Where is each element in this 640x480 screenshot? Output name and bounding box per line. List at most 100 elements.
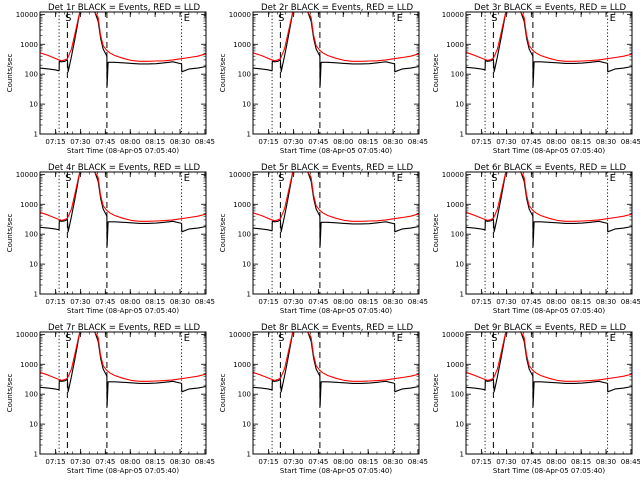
y-tick-label: 10 [455, 101, 464, 109]
end-marker-label: E [610, 333, 616, 344]
y-tick-label: 10000 [442, 331, 464, 339]
x-tick-label: 08:45 [408, 138, 428, 146]
x-tick-label: 08:45 [195, 458, 215, 466]
y-tick-label: 10 [242, 421, 251, 429]
plot-frame [465, 331, 633, 455]
x-tick-label: 07:30 [70, 138, 90, 146]
series-events-line [253, 12, 419, 87]
plot-frame [465, 11, 633, 135]
x-tick-label: 08:30 [383, 298, 403, 306]
x-tick-label: 08:15 [145, 298, 165, 306]
y-tick-label: 1 [460, 131, 464, 139]
y-axis-label: Counts/sec [6, 214, 14, 253]
chart-title: Det 7r BLACK = Events, RED = LLD [48, 323, 200, 333]
x-tick-label: 07:15 [45, 298, 65, 306]
series-lld-line [253, 12, 419, 62]
x-tick-label: 08:15 [571, 298, 591, 306]
y-tick-label: 100 [25, 391, 38, 399]
y-tick-label: 10000 [229, 11, 251, 19]
y-tick-label: 10 [242, 261, 251, 269]
x-axis-label: Start Time (08-Apr-05 07:05:40) [67, 467, 179, 475]
x-tick-label: 08:45 [195, 138, 215, 146]
chart-title: Det 6r BLACK = Events, RED = LLD [474, 163, 626, 173]
y-tick-label: 100 [238, 391, 251, 399]
y-tick-label: 10 [455, 261, 464, 269]
x-tick-label: 08:00 [333, 298, 353, 306]
x-tick-label: 07:15 [471, 138, 491, 146]
x-axis-label: Start Time (08-Apr-05 07:05:40) [493, 307, 605, 315]
x-tick-label: 08:15 [571, 138, 591, 146]
x-tick-label: 07:15 [258, 138, 278, 146]
y-tick-label: 10000 [442, 171, 464, 179]
y-tick-label: 10 [29, 261, 38, 269]
y-tick-label: 1000 [446, 41, 464, 49]
y-tick-label: 10000 [16, 331, 38, 339]
end-marker-label: E [184, 173, 190, 184]
x-tick-label: 08:00 [120, 138, 140, 146]
series-group [253, 172, 419, 247]
x-tick-label: 08:30 [170, 458, 190, 466]
start-marker-label: S [65, 333, 71, 344]
x-axis-label: Start Time (08-Apr-05 07:05:40) [67, 307, 179, 315]
series-lld-line [40, 172, 206, 222]
y-tick-label: 10 [29, 421, 38, 429]
series-events-line [466, 172, 632, 247]
x-tick-label: 07:30 [283, 138, 303, 146]
start-marker-label: S [491, 333, 497, 344]
y-tick-label: 100 [238, 71, 251, 79]
chart-title: Det 4r BLACK = Events, RED = LLD [48, 163, 200, 173]
series-group [40, 332, 206, 407]
x-tick-label: 08:15 [358, 458, 378, 466]
y-tick-label: 1 [460, 451, 464, 459]
chart-title: Det 1r BLACK = Events, RED = LLD [48, 3, 200, 13]
x-tick-label: 07:15 [471, 458, 491, 466]
y-axis-label: Counts/sec [219, 214, 227, 253]
series-group [466, 332, 632, 407]
chart-panel-4: Det 4r BLACK = Events, RED = LLD 1 10 100 10… [6, 163, 215, 315]
y-axis-label: Counts/sec [432, 54, 440, 93]
x-tick-label: 08:15 [358, 298, 378, 306]
y-tick-label: 10000 [229, 331, 251, 339]
x-tick-label: 07:15 [258, 298, 278, 306]
x-tick-label: 07:45 [521, 458, 541, 466]
y-tick-label: 100 [451, 391, 464, 399]
x-tick-label: 07:45 [308, 138, 328, 146]
x-tick-label: 08:45 [621, 298, 640, 306]
y-tick-label: 100 [238, 231, 251, 239]
end-marker-label: E [610, 13, 616, 24]
x-tick-label: 07:45 [521, 138, 541, 146]
series-events-line [40, 332, 206, 407]
x-tick-label: 08:45 [621, 458, 640, 466]
y-tick-label: 100 [451, 231, 464, 239]
x-tick-label: 08:30 [596, 458, 616, 466]
x-tick-label: 08:00 [546, 458, 566, 466]
x-axis-label: Start Time (08-Apr-05 07:05:40) [280, 467, 392, 475]
chart-panel-7: Det 7r BLACK = Events, RED = LLD 1 10 100 10… [6, 323, 215, 475]
end-marker-label: E [184, 333, 190, 344]
x-tick-label: 07:45 [95, 138, 115, 146]
y-axis-label: Counts/sec [432, 374, 440, 413]
series-lld-line [466, 12, 632, 62]
y-tick-label: 10000 [16, 11, 38, 19]
x-tick-label: 08:30 [596, 138, 616, 146]
series-events-line [40, 172, 206, 247]
x-tick-label: 08:30 [170, 138, 190, 146]
y-axis-label: Counts/sec [6, 374, 14, 413]
chart-panel-6: Det 6r BLACK = Events, RED = LLD 1 10 100 10… [432, 163, 640, 315]
y-axis-label: Counts/sec [6, 54, 14, 93]
y-tick-label: 1 [247, 451, 251, 459]
end-marker-label: E [610, 173, 616, 184]
y-tick-label: 1000 [233, 41, 251, 49]
x-tick-label: 08:45 [621, 138, 640, 146]
x-tick-label: 08:30 [596, 298, 616, 306]
x-tick-label: 07:30 [283, 458, 303, 466]
y-tick-label: 1 [247, 131, 251, 139]
x-tick-label: 08:00 [120, 458, 140, 466]
x-tick-label: 08:00 [333, 458, 353, 466]
x-tick-label: 08:00 [333, 138, 353, 146]
x-tick-label: 08:15 [571, 458, 591, 466]
series-lld-line [253, 172, 419, 222]
series-group [253, 12, 419, 87]
chart-panel-9: Det 9r BLACK = Events, RED = LLD 1 10 100 10… [432, 323, 640, 475]
end-marker-label: E [397, 13, 403, 24]
